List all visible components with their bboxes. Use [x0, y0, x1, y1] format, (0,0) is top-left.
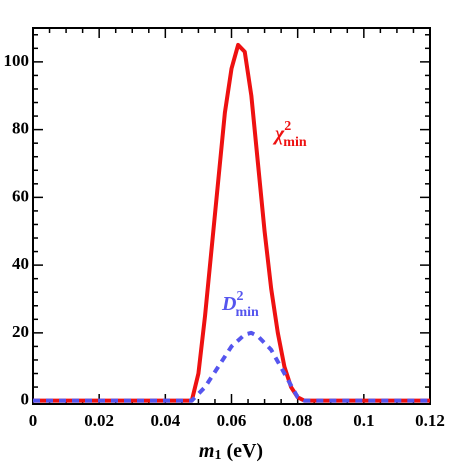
x-tick-label: 0.02 — [84, 411, 114, 430]
x-tick-label: 0.06 — [217, 411, 247, 430]
series-line — [33, 330, 430, 403]
y-tick-label: 20 — [12, 322, 29, 341]
x-tick-label: 0.1 — [353, 411, 374, 430]
x-axis-label: m1 (eV) — [199, 440, 263, 464]
y-tick-label: 80 — [12, 119, 29, 138]
x-tick-label: 0.04 — [150, 411, 180, 430]
series-label: D2 min — [221, 289, 259, 320]
series-label: χ2 min — [272, 119, 307, 150]
x-tick-label: 0 — [29, 411, 38, 430]
series-label-sup: 2 — [236, 289, 243, 304]
series-label-name: D — [221, 293, 236, 315]
y-tick-label: 0 — [21, 390, 30, 409]
series-label-name: χ — [272, 123, 285, 145]
x-tick-label: 0.12 — [415, 411, 445, 430]
y-tick-label: 60 — [12, 186, 29, 205]
series-label-sup: 2 — [284, 119, 291, 134]
series-label-sub: min — [283, 135, 307, 150]
y-tick-label: 100 — [4, 51, 30, 70]
x-label-text: m — [199, 440, 215, 462]
x-tick-label: 0.08 — [283, 411, 313, 430]
x-label-sub: 1 — [214, 448, 221, 463]
x-label-unit: (eV) — [226, 440, 263, 462]
y-tick-label: 40 — [12, 254, 29, 273]
series-label-sub: min — [235, 305, 259, 320]
